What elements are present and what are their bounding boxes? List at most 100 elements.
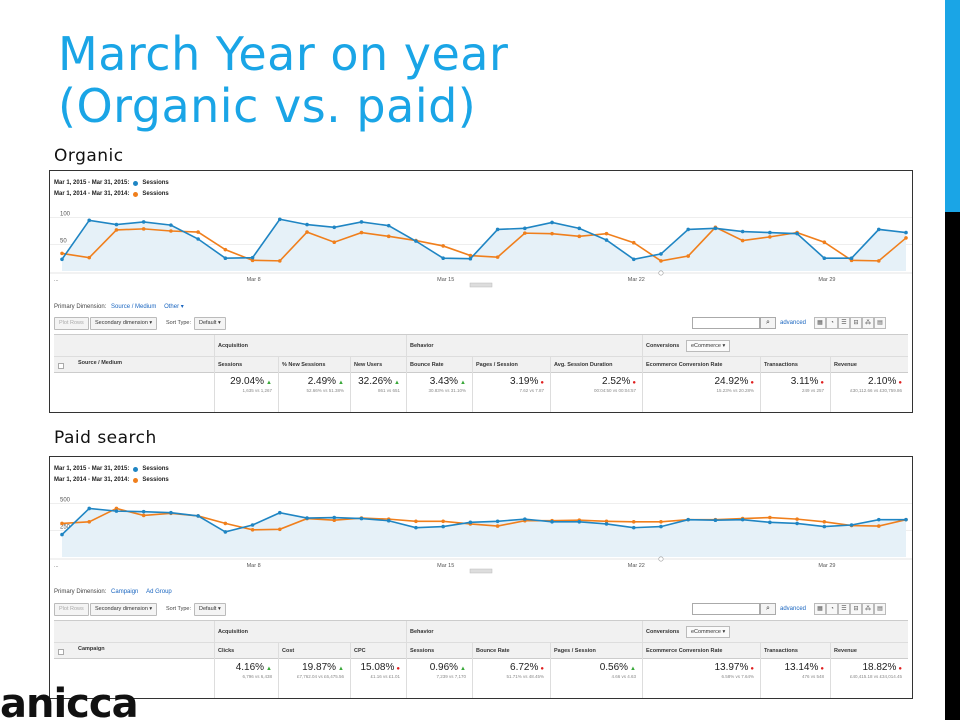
conversions-type-dropdown[interactable]: eCommerce ▾ <box>686 626 731 638</box>
current-data-point[interactable] <box>686 517 690 522</box>
other-dimension-link[interactable]: Other ▾ <box>164 304 184 310</box>
plot-rows-button[interactable]: Plot Rows <box>54 317 89 330</box>
column-header[interactable]: Revenue <box>834 362 857 368</box>
current-data-point[interactable] <box>849 256 854 260</box>
current-data-point[interactable] <box>523 517 527 521</box>
primary-dimension-value[interactable]: Source / Medium <box>111 304 157 310</box>
previous-data-point[interactable] <box>795 517 799 521</box>
current-data-point[interactable] <box>332 225 337 230</box>
annotation-marker[interactable] <box>658 556 664 562</box>
current-data-point[interactable] <box>386 518 391 523</box>
previous-data-point[interactable] <box>468 253 473 258</box>
ad-group-dimension-link[interactable]: Ad Group <box>146 589 172 595</box>
current-data-point[interactable] <box>631 525 636 530</box>
current-data-point[interactable] <box>577 226 582 231</box>
previous-data-point[interactable] <box>768 235 772 239</box>
previous-data-point[interactable] <box>60 251 64 256</box>
column-header[interactable]: Pages / Session <box>476 362 518 368</box>
secondary-dimension-dropdown[interactable]: Secondary dimension ▾ <box>90 317 158 330</box>
paid-sessions-chart[interactable]: 500 250... Mar 8 Mar 15 Mar 22 Mar 29 <box>50 489 912 575</box>
current-data-point[interactable] <box>60 532 64 537</box>
column-header[interactable]: Clicks <box>218 648 235 654</box>
previous-data-point[interactable] <box>822 520 827 524</box>
previous-data-point[interactable] <box>332 518 337 522</box>
current-data-point[interactable] <box>740 517 745 522</box>
previous-data-point[interactable] <box>332 240 337 244</box>
previous-data-point[interactable] <box>60 521 64 526</box>
secondary-dimension-dropdown[interactable]: Secondary dimension ▾ <box>90 603 158 616</box>
previous-data-point[interactable] <box>278 527 282 532</box>
current-data-point[interactable] <box>713 518 718 522</box>
previous-data-point[interactable] <box>250 528 255 532</box>
previous-data-point[interactable] <box>359 230 364 235</box>
previous-data-point[interactable] <box>686 254 690 258</box>
previous-data-point[interactable] <box>495 255 500 259</box>
current-data-point[interactable] <box>822 256 827 260</box>
pivot-view-icon[interactable]: ▤ <box>874 317 886 329</box>
previous-data-point[interactable] <box>114 228 119 232</box>
previous-data-point[interactable] <box>904 236 908 240</box>
select-all-checkbox[interactable] <box>58 363 64 369</box>
range-handle[interactable] <box>469 282 493 288</box>
previous-data-point[interactable] <box>414 519 418 524</box>
current-data-point[interactable] <box>223 530 228 534</box>
previous-data-point[interactable] <box>740 238 745 243</box>
current-data-point[interactable] <box>904 517 908 522</box>
pie-view-icon[interactable]: ◔ <box>826 603 838 615</box>
performance-view-icon[interactable]: ☰ <box>838 317 850 329</box>
current-data-point[interactable] <box>876 227 881 232</box>
dimension-column-header[interactable]: Source / Medium <box>78 360 123 366</box>
current-data-point[interactable] <box>577 520 582 524</box>
current-data-point[interactable] <box>386 223 391 228</box>
column-header[interactable]: Bounce Rate <box>410 362 444 368</box>
previous-data-point[interactable] <box>604 519 609 524</box>
term-cloud-icon[interactable]: ⁂ <box>862 317 874 329</box>
dimension-column-header[interactable]: Campaign <box>78 646 105 652</box>
previous-data-point[interactable] <box>495 524 500 528</box>
current-data-point[interactable] <box>604 522 609 526</box>
advanced-filter-link[interactable]: advanced <box>780 320 807 326</box>
current-data-point[interactable] <box>795 231 799 236</box>
current-data-point[interactable] <box>250 255 255 260</box>
select-all-checkbox[interactable] <box>58 649 64 655</box>
conversions-type-dropdown[interactable]: eCommerce ▾ <box>686 340 731 352</box>
table-view-icon[interactable]: ▦ <box>814 317 826 329</box>
comparison-view-icon[interactable]: ⊟ <box>850 603 862 615</box>
pivot-view-icon[interactable]: ▤ <box>874 603 886 615</box>
previous-data-point[interactable] <box>223 247 228 252</box>
current-data-point[interactable] <box>114 222 119 227</box>
organic-sessions-chart[interactable]: 100 50... Mar 8 Mar 15 Mar 22 Mar 29 <box>50 203 912 289</box>
column-header[interactable]: Transactions <box>764 648 798 654</box>
current-data-point[interactable] <box>278 217 282 222</box>
column-header[interactable]: Transactions <box>764 362 798 368</box>
plot-rows-button[interactable]: Plot Rows <box>54 603 89 616</box>
previous-data-point[interactable] <box>114 506 119 511</box>
current-data-point[interactable] <box>822 524 827 529</box>
previous-data-point[interactable] <box>278 259 282 263</box>
current-data-point[interactable] <box>87 506 92 511</box>
current-data-point[interactable] <box>250 523 255 527</box>
column-header[interactable]: Cost <box>282 648 295 654</box>
previous-data-point[interactable] <box>386 234 391 239</box>
previous-data-point[interactable] <box>604 231 609 236</box>
current-data-point[interactable] <box>114 509 119 513</box>
term-cloud-icon[interactable]: ⁂ <box>862 603 874 615</box>
previous-data-point[interactable] <box>631 240 636 245</box>
current-data-point[interactable] <box>141 220 146 224</box>
current-data-point[interactable] <box>659 524 663 529</box>
current-data-point[interactable] <box>686 227 690 232</box>
current-data-point[interactable] <box>768 230 772 235</box>
column-header[interactable]: % New Sessions <box>282 362 326 368</box>
previous-data-point[interactable] <box>631 520 636 524</box>
current-data-point[interactable] <box>359 516 364 521</box>
search-icon[interactable]: ⌕ <box>760 317 776 329</box>
current-data-point[interactable] <box>441 256 445 260</box>
column-header[interactable]: Sessions <box>218 362 243 368</box>
current-data-point[interactable] <box>87 218 92 223</box>
current-data-point[interactable] <box>441 524 445 529</box>
current-data-point[interactable] <box>795 521 799 526</box>
previous-data-point[interactable] <box>196 230 200 234</box>
previous-data-point[interactable] <box>169 229 173 233</box>
previous-data-point[interactable] <box>141 513 146 518</box>
previous-data-point[interactable] <box>250 258 255 263</box>
